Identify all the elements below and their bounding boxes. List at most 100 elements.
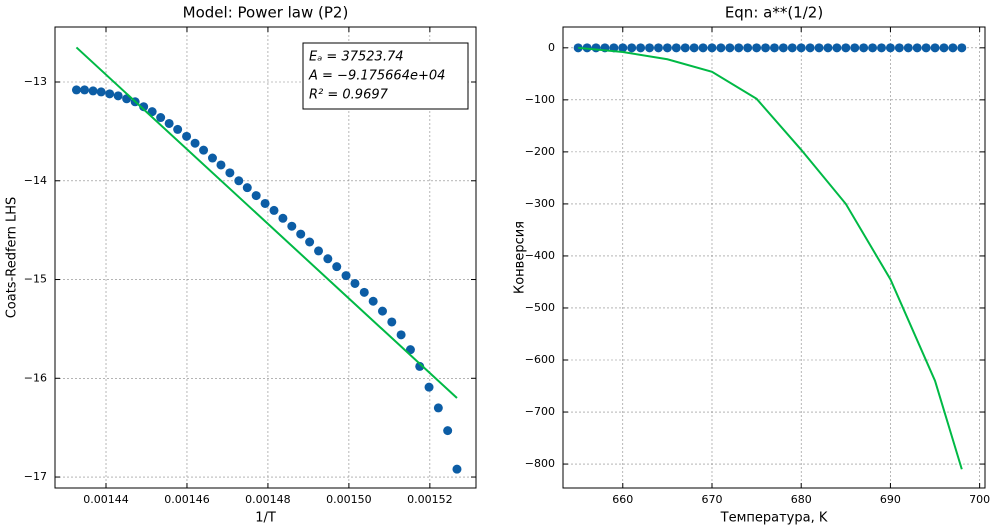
data-point [139, 102, 149, 112]
data-point [323, 254, 333, 264]
y-axis-label: Coats-Redfern LHS [5, 197, 20, 319]
data-point [877, 43, 887, 53]
data-point [662, 43, 672, 53]
data-point [716, 43, 726, 53]
data-point [912, 43, 922, 53]
data-point [832, 43, 842, 53]
plot-frame [562, 26, 986, 489]
data-point [225, 168, 235, 178]
data-point [939, 43, 949, 53]
annotation-box [302, 42, 469, 110]
y-tick-label: −100 [525, 93, 555, 106]
data-point [234, 176, 244, 186]
data-point [415, 361, 425, 371]
data-point [113, 91, 123, 101]
data-point [805, 43, 815, 53]
data-point [105, 89, 115, 99]
data-point [618, 43, 628, 53]
data-point [341, 271, 351, 281]
data-point [653, 43, 663, 53]
data-point [199, 145, 209, 155]
data-point [433, 403, 443, 413]
y-tick-label: −16 [24, 371, 47, 384]
data-point [443, 426, 453, 436]
data-point [332, 262, 342, 272]
fit-line [75, 46, 458, 399]
data-point [823, 43, 833, 53]
data-point [591, 43, 601, 53]
x-tick-label: 660 [612, 493, 633, 506]
data-point [841, 43, 851, 53]
data-point [850, 43, 860, 53]
x-tick-label: 680 [791, 493, 812, 506]
data-point [769, 43, 779, 53]
data-point [796, 43, 806, 53]
annotation: R² = 0.9697 [309, 88, 389, 103]
data-point [396, 330, 406, 340]
data-point [814, 43, 824, 53]
data-point [71, 85, 81, 95]
data-point [287, 221, 297, 231]
data-point [207, 153, 217, 163]
data-point [948, 43, 958, 53]
data-point [752, 43, 762, 53]
x-tick-label: 690 [880, 493, 901, 506]
y-tick-label: −400 [525, 249, 555, 262]
data-point [885, 43, 895, 53]
data-point [734, 43, 744, 53]
x-tick-label: 700 [969, 493, 990, 506]
data-point [761, 43, 771, 53]
chart-title: Model: Power law (P2) [183, 4, 349, 22]
data-point [698, 43, 708, 53]
x-tick-label: 0.00150 [326, 493, 372, 506]
data-point [305, 237, 315, 247]
data-point [778, 43, 788, 53]
data-point [190, 138, 200, 148]
data-point [930, 43, 940, 53]
data-point [377, 306, 387, 316]
data-point [251, 191, 261, 201]
data-point [627, 43, 637, 53]
data-point [278, 213, 288, 223]
data-point [260, 198, 270, 208]
chart-title: Eqn: a**(1/2) [725, 4, 823, 22]
y-tick-label: −500 [525, 301, 555, 314]
x-axis-label: 1/T [255, 511, 276, 526]
y-axis-label: Конверсия [513, 221, 528, 294]
x-tick-label: 0.00148 [245, 493, 291, 506]
data-point [671, 43, 681, 53]
data-point [242, 183, 252, 193]
data-point [957, 43, 967, 53]
data-point [921, 43, 931, 53]
data-point [645, 43, 655, 53]
x-axis-label: Температура, K [720, 511, 828, 526]
data-point [680, 43, 690, 53]
x-tick-label: 0.00144 [83, 493, 129, 506]
x-tick-label: 0.00152 [407, 493, 453, 506]
data-point [96, 87, 106, 97]
y-tick-label: −700 [525, 405, 555, 418]
data-point [689, 43, 699, 53]
data-point [314, 246, 324, 256]
y-tick-label: 0 [548, 41, 555, 54]
data-point [868, 43, 878, 53]
data-point [859, 43, 869, 53]
annotation: A = −9.175664e+04 [308, 69, 445, 84]
data-point [707, 43, 717, 53]
data-point [452, 464, 462, 474]
data-point [216, 160, 226, 170]
y-tick-label: −200 [525, 145, 555, 158]
annotation: Eₐ = 37523.74 [309, 50, 404, 65]
y-tick-label: −600 [525, 353, 555, 366]
data-point [636, 43, 646, 53]
data-point [903, 43, 913, 53]
y-tick-label: −13 [24, 75, 47, 88]
data-point [743, 43, 753, 53]
y-tick-label: −800 [525, 457, 555, 470]
data-point [350, 278, 360, 288]
data-point [359, 287, 369, 297]
y-tick-label: −17 [24, 470, 47, 483]
data-point [88, 86, 98, 96]
data-point [156, 113, 166, 123]
